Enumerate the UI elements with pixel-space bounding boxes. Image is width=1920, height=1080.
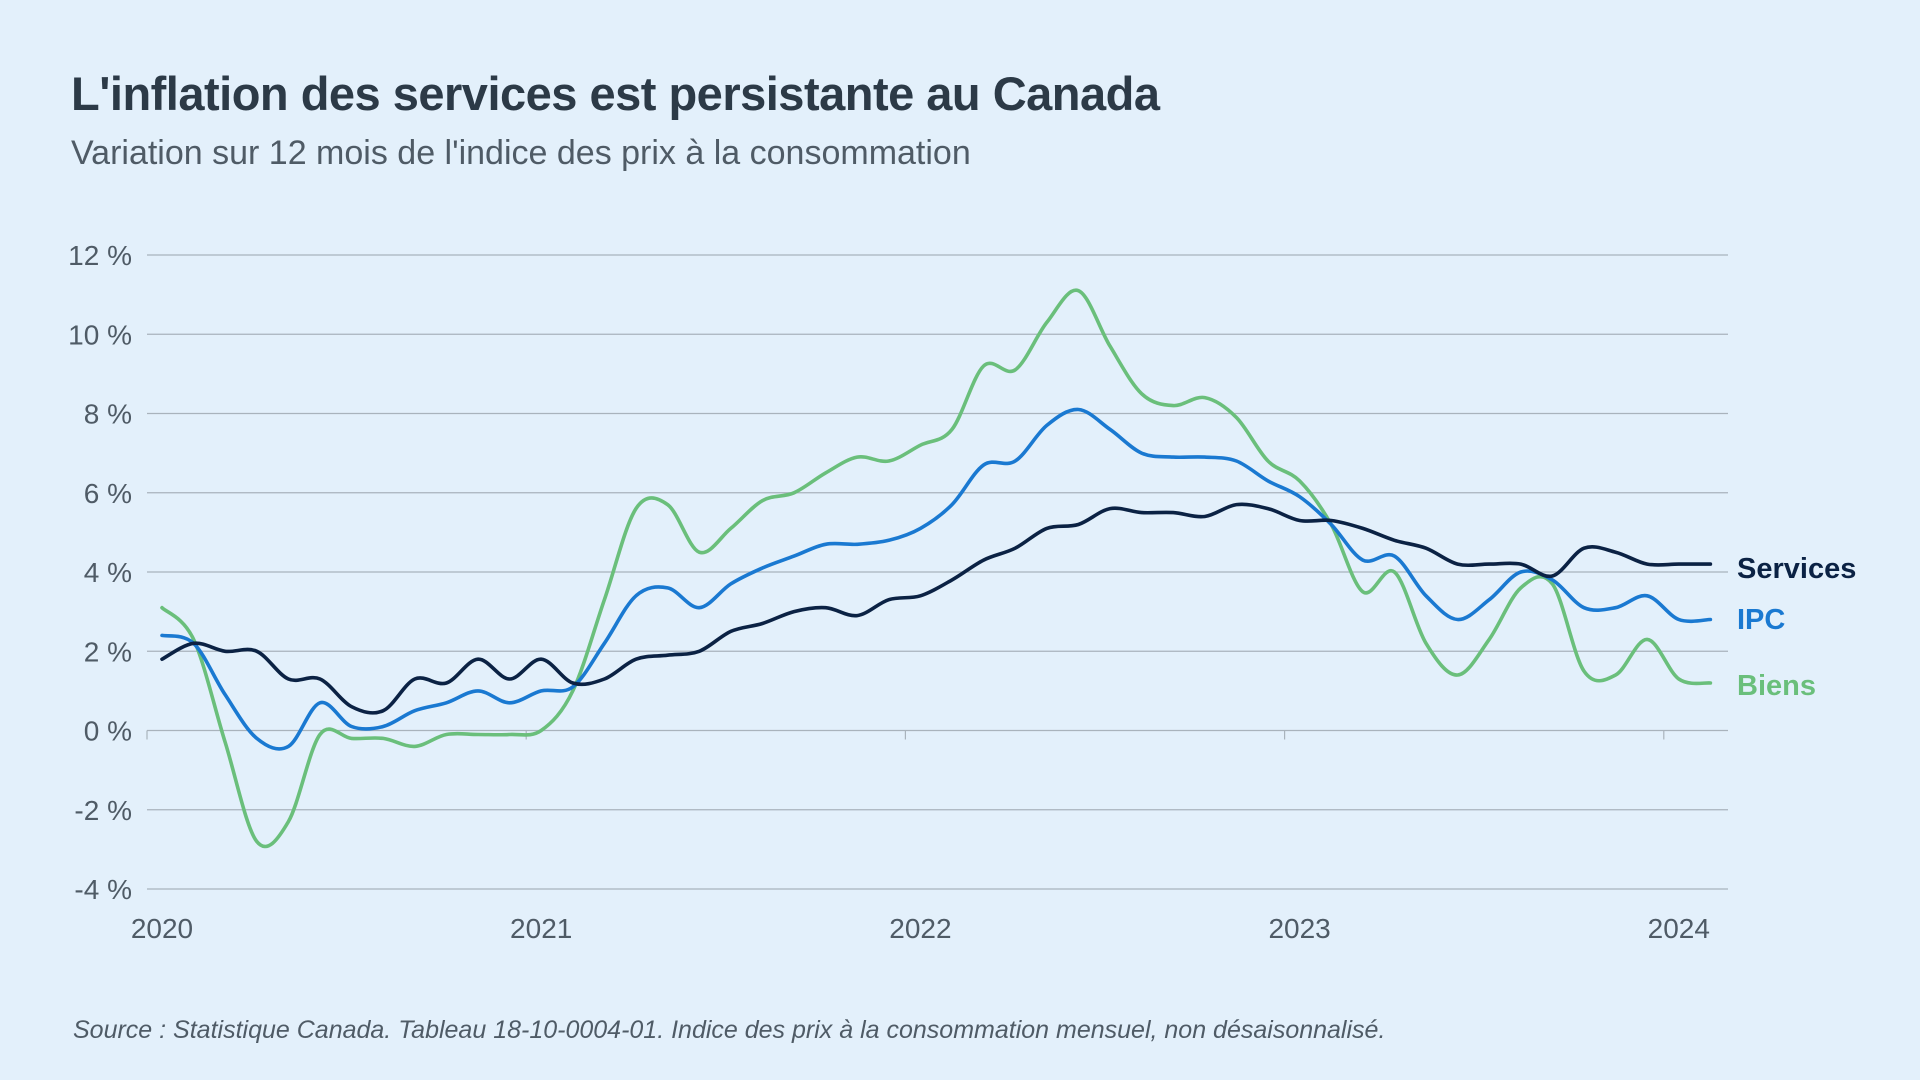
y-tick-label: 4 % (84, 557, 132, 588)
chart-source: Source : Statistique Canada. Tableau 18-… (73, 1016, 1386, 1044)
chart-subtitle: Variation sur 12 mois de l'indice des pr… (71, 134, 971, 172)
series-lines (160, 288, 1713, 849)
y-tick-label: 2 % (84, 636, 132, 667)
y-tick-label: 12 % (68, 240, 132, 271)
series-labels: Biens IPC Services (1737, 553, 1856, 702)
x-tick-label: 2022 (889, 913, 951, 944)
y-tick-label: 10 % (68, 319, 132, 350)
x-tick-label: 2024 (1648, 913, 1710, 944)
y-tick-label: -2 % (74, 795, 132, 826)
y-tick-label: 6 % (84, 478, 132, 509)
x-tick-label: 2020 (131, 913, 193, 944)
x-axis: 2020 2021 2022 2023 2024 (131, 730, 1710, 944)
series-label-ipc: IPC (1737, 604, 1785, 636)
series-label-services: Services (1737, 553, 1856, 585)
series-label-biens: Biens (1737, 670, 1816, 702)
x-tick-label: 2023 (1268, 913, 1330, 944)
series-line-services (160, 502, 1713, 715)
x-tick-label: 2021 (510, 913, 572, 944)
series-line-ipc (160, 407, 1713, 751)
y-axis: 12 % 10 % 8 % 6 % 4 % 2 % 0 % -2 % -4 % (68, 240, 132, 905)
grid-lines (147, 254, 1728, 890)
chart-title: L'inflation des services est persistante… (71, 67, 1160, 120)
y-tick-label: 8 % (84, 399, 132, 430)
y-tick-label: 0 % (84, 716, 132, 747)
y-tick-label: -4 % (74, 874, 132, 905)
series-line-biens (160, 288, 1713, 849)
